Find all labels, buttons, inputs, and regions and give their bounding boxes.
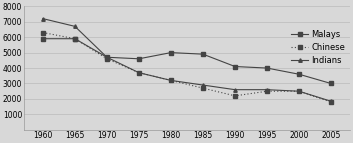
- Indians: [329, 100, 333, 102]
- Line: Indians: Indians: [41, 17, 333, 103]
- Chinese: [265, 90, 269, 92]
- Indians: [201, 84, 205, 86]
- Chinese: [41, 32, 45, 33]
- Line: Malays: Malays: [41, 37, 333, 85]
- Malays: [169, 52, 173, 53]
- Malays: [105, 56, 109, 58]
- Line: Chinese: Chinese: [41, 31, 333, 104]
- Chinese: [105, 58, 109, 60]
- Chinese: [73, 38, 77, 40]
- Indians: [73, 25, 77, 27]
- Chinese: [169, 80, 173, 81]
- Malays: [329, 83, 333, 84]
- Indians: [41, 18, 45, 19]
- Legend: Malays, Chinese, Indians: Malays, Chinese, Indians: [288, 26, 348, 68]
- Indians: [105, 56, 109, 58]
- Malays: [297, 73, 301, 75]
- Chinese: [297, 90, 301, 92]
- Chinese: [201, 87, 205, 89]
- Malays: [201, 53, 205, 55]
- Malays: [233, 66, 237, 67]
- Chinese: [233, 95, 237, 97]
- Indians: [265, 89, 269, 91]
- Indians: [233, 89, 237, 91]
- Chinese: [137, 72, 141, 74]
- Malays: [41, 38, 45, 40]
- Malays: [265, 67, 269, 69]
- Malays: [137, 58, 141, 60]
- Indians: [169, 80, 173, 81]
- Indians: [137, 72, 141, 74]
- Malays: [73, 38, 77, 40]
- Chinese: [329, 101, 333, 103]
- Indians: [297, 90, 301, 92]
